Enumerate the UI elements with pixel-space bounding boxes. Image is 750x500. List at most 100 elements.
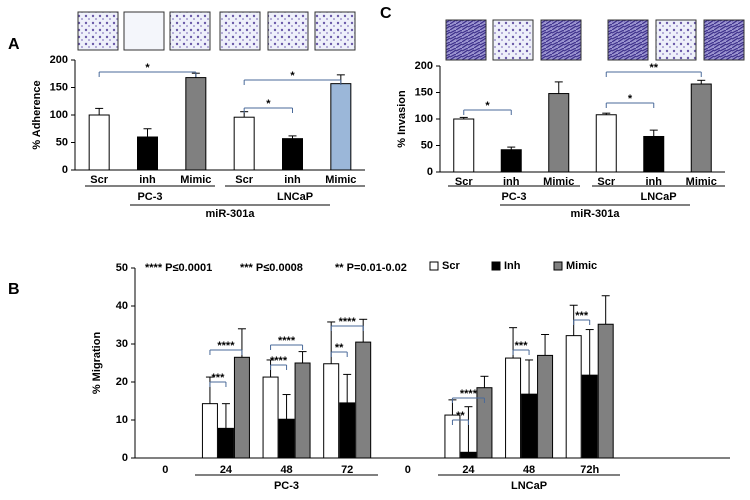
bar [453, 118, 475, 173]
x-tick-label: 0 [162, 464, 168, 476]
x-tick-label: 48 [280, 464, 292, 476]
panel-letter: B [8, 281, 20, 298]
x-tick-label: inh [139, 174, 156, 186]
bar [137, 136, 158, 171]
micrograph [77, 11, 119, 51]
legend-swatch [553, 261, 563, 271]
panel-letter: A [8, 36, 20, 53]
group-label: PC-3 [501, 191, 526, 203]
x-tick-label: 24 [462, 464, 475, 476]
group-label: LNCaP [511, 480, 547, 492]
micrograph [655, 19, 697, 61]
x-tick-label: Scr [455, 176, 473, 188]
group-label: LNCaP [277, 191, 313, 203]
x-tick-label: Mimic [543, 176, 574, 188]
group-label: LNCaP [640, 191, 676, 203]
bar [185, 77, 207, 171]
bar [643, 135, 665, 173]
y-tick-label: 200 [50, 54, 68, 66]
x-tick-label: Mimic [686, 176, 717, 188]
legend-label: Scr [442, 260, 460, 272]
sig-label: **** [460, 388, 478, 400]
y-tick-label: 0 [122, 452, 128, 464]
legend-label: Mimic [566, 260, 597, 272]
x-axis-label: miR-301a [206, 208, 256, 220]
legend-swatch [429, 261, 439, 271]
y-tick-label: 0 [62, 164, 68, 176]
y-axis-label: % Invasion [396, 90, 408, 148]
bar [460, 451, 477, 459]
group-label: PC-3 [274, 480, 299, 492]
y-axis-label: % Adherence [31, 80, 43, 149]
bar [355, 341, 372, 459]
annotation: *** P≤0.0008 [240, 262, 303, 274]
y-tick-label: 200 [415, 60, 433, 72]
thumbnails [77, 11, 745, 61]
sig-label: **** [217, 340, 235, 352]
bar [339, 402, 356, 459]
legend-label: Inh [504, 260, 521, 272]
bar [262, 376, 279, 459]
sig-label: *** [212, 372, 226, 384]
sig-label: * [266, 98, 271, 110]
panel-letter: C [380, 5, 392, 22]
sig-label: *** [515, 340, 529, 352]
x-tick-label: 24 [220, 464, 233, 476]
y-tick-label: 30 [116, 338, 128, 350]
y-tick-label: 40 [116, 300, 128, 312]
micrograph [219, 11, 261, 51]
y-tick-label: 50 [56, 136, 68, 148]
y-tick-label: 150 [50, 81, 68, 93]
x-tick-label: 0 [405, 464, 411, 476]
bar [330, 83, 352, 171]
micrograph [492, 19, 534, 61]
bar [505, 357, 522, 459]
x-tick-label: inh [284, 174, 301, 186]
sig-label: * [628, 93, 633, 105]
bar [581, 374, 598, 459]
bar [233, 356, 250, 459]
bar [565, 335, 582, 459]
sig-label: ** [335, 342, 344, 354]
sig-label: *** [575, 310, 589, 322]
x-tick-label: Scr [597, 176, 615, 188]
bar [282, 138, 303, 171]
bar [500, 149, 522, 173]
y-tick-label: 10 [116, 414, 128, 426]
micrograph [267, 11, 309, 51]
sig-label: * [290, 70, 295, 82]
micrograph [540, 19, 582, 61]
micrograph [607, 19, 649, 61]
bar [233, 116, 255, 171]
micrograph [703, 19, 745, 61]
y-tick-label: 20 [116, 376, 128, 388]
y-tick-label: 100 [415, 113, 433, 125]
y-tick-label: 50 [421, 139, 433, 151]
y-axis-label: % Migration [91, 332, 103, 395]
legend-swatch [491, 261, 501, 271]
y-tick-label: 150 [415, 86, 433, 98]
bar [537, 354, 554, 459]
micrograph [314, 11, 356, 51]
y-tick-label: 50 [116, 262, 128, 274]
y-tick-label: 100 [50, 109, 68, 121]
bar [548, 93, 570, 173]
bar [595, 114, 617, 173]
x-tick-label: 72 [341, 464, 353, 476]
x-tick-label: Scr [235, 174, 253, 186]
x-tick-label: inh [646, 176, 663, 188]
sig-label: **** [278, 335, 296, 347]
bar [201, 403, 218, 459]
bar [597, 323, 614, 459]
x-axis-label: miR-301a [571, 208, 621, 220]
x-tick-label: inh [503, 176, 520, 188]
sig-label: **** [270, 355, 288, 367]
bar [217, 427, 234, 459]
sig-label: ** [649, 62, 658, 74]
x-tick-label: Mimic [180, 174, 211, 186]
x-tick-label: Mimic [325, 174, 356, 186]
bar [294, 362, 311, 459]
group-label: PC-3 [137, 191, 162, 203]
sig-label: * [145, 62, 150, 74]
